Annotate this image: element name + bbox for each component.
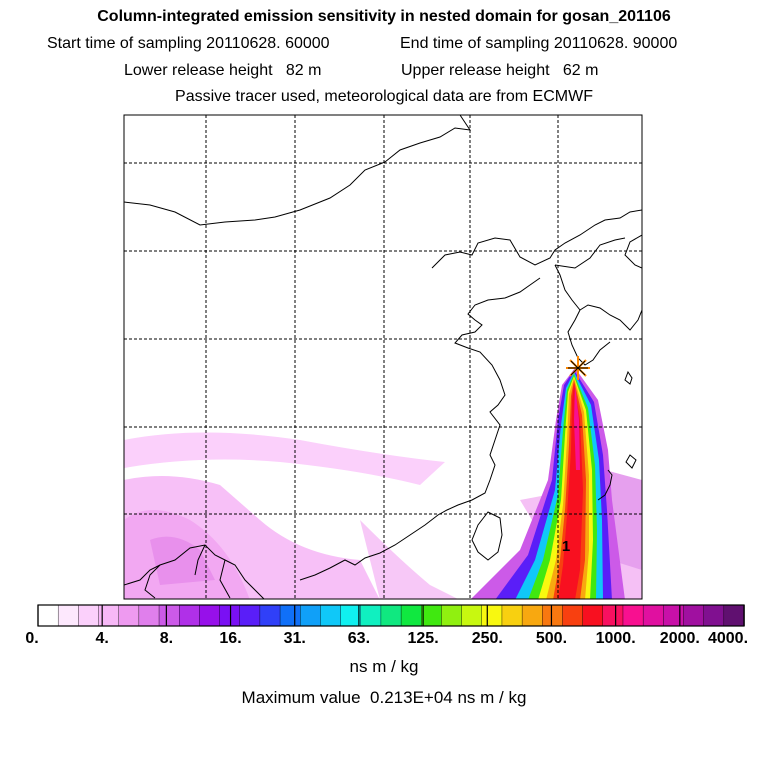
- colorbar-cell: [279, 604, 301, 627]
- colorbar-cell: [360, 604, 382, 627]
- colorbar-tick-label: 63.: [347, 630, 371, 647]
- colorbar-cell: [219, 604, 241, 627]
- colorbar-cell: [481, 604, 503, 627]
- colorbar-cell: [582, 604, 604, 627]
- colorbar-cell: [461, 604, 483, 627]
- lat-lon-grid: [124, 115, 642, 599]
- colorbar-cell: [622, 604, 644, 627]
- colorbar-cell: [380, 604, 402, 627]
- colorbar-cell: [158, 604, 180, 627]
- colorbar-cell: [642, 604, 665, 627]
- colorbar-cell: [542, 604, 564, 627]
- colorbar-cell: [300, 604, 322, 627]
- colorbar-cell: [320, 604, 342, 627]
- colorbar-unit: ns m / kg: [349, 657, 419, 676]
- colorbar-cell: [723, 604, 745, 627]
- colorbar-cell: [521, 604, 543, 627]
- lower-release-height: Lower release height 82 m: [124, 62, 322, 79]
- meteo-note: Passive tracer used, meteorological data…: [175, 88, 593, 105]
- colorbar-cell: [199, 604, 221, 627]
- colorbar-cell: [78, 604, 100, 627]
- colorbar-cell: [663, 604, 685, 627]
- colorbar-tick-label: 8.: [159, 630, 174, 647]
- colorbar-cell: [138, 604, 160, 627]
- sampling-end: End time of sampling 20110628. 90000: [400, 35, 678, 52]
- colorbar-tick-label: 1000.: [595, 630, 636, 647]
- map-frame: [123, 114, 643, 600]
- colorbar-cell: [178, 604, 201, 627]
- colorbar-tick-label: 125.: [407, 630, 439, 647]
- colorbar-tick-label: 16.: [219, 630, 242, 647]
- colorbar-cell: [37, 604, 59, 627]
- colorbar-cell: [562, 604, 584, 627]
- colorbar-cell: [441, 604, 463, 627]
- colorbar-cell: [683, 604, 705, 627]
- colorbar-cell: [259, 604, 281, 627]
- colorbar-cell: [57, 604, 80, 627]
- colorbar-cell: [501, 604, 523, 627]
- plot-title: Column-integrated emission sensitivity i…: [97, 8, 671, 25]
- colorbar-tick-label: 4000.: [707, 630, 749, 647]
- colorbar-cell: [703, 604, 725, 627]
- colorbar-cell: [118, 604, 140, 627]
- release-site-star-icon: [566, 356, 590, 380]
- colorbar-cell: [400, 604, 422, 627]
- sensitivity-plume: [471, 368, 625, 599]
- colorbar-tick-label: 31.: [283, 630, 306, 647]
- colorbar-cell: [602, 604, 624, 627]
- max-value: Maximum value 0.213E+04 ns m / kg: [241, 688, 527, 707]
- colorbar-tick-label: 4.: [95, 630, 109, 647]
- colorbar-cell: [421, 604, 443, 627]
- colorbar-tick-label: 0.: [25, 630, 39, 647]
- sampling-start: Start time of sampling 20110628. 60000: [47, 35, 330, 52]
- colorbar-tick-label: 500.: [535, 630, 568, 647]
- colorbar-cell: [340, 604, 362, 627]
- trajectory-marker: 1: [562, 538, 570, 555]
- colorbar-tick-label: 250.: [471, 630, 503, 647]
- colorbar-cell: [239, 604, 261, 627]
- colorbar-tick-label: 2000.: [659, 630, 700, 647]
- upper-release-height: Upper release height 62 m: [401, 62, 599, 79]
